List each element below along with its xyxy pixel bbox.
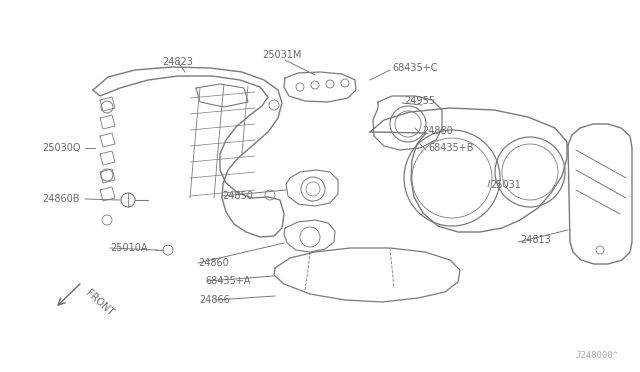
Text: 24823: 24823 bbox=[163, 57, 193, 67]
Text: 68435+C: 68435+C bbox=[392, 63, 438, 73]
Text: 25031M: 25031M bbox=[262, 50, 301, 60]
Text: 24866: 24866 bbox=[200, 295, 230, 305]
Text: 25031: 25031 bbox=[490, 180, 521, 190]
Text: 68435+B: 68435+B bbox=[428, 143, 474, 153]
Text: 24880: 24880 bbox=[422, 126, 452, 136]
Text: 24850: 24850 bbox=[222, 191, 253, 201]
Text: 68435+A: 68435+A bbox=[205, 276, 250, 286]
Text: FRONT: FRONT bbox=[84, 288, 115, 318]
Text: 25010A: 25010A bbox=[110, 243, 147, 253]
Text: 24813: 24813 bbox=[520, 235, 551, 245]
Text: 24860B: 24860B bbox=[42, 194, 79, 204]
Text: J248000^: J248000^ bbox=[575, 352, 618, 360]
Text: 25030Q: 25030Q bbox=[42, 143, 81, 153]
Text: 24955: 24955 bbox=[404, 96, 435, 106]
Text: 24860: 24860 bbox=[198, 258, 228, 268]
